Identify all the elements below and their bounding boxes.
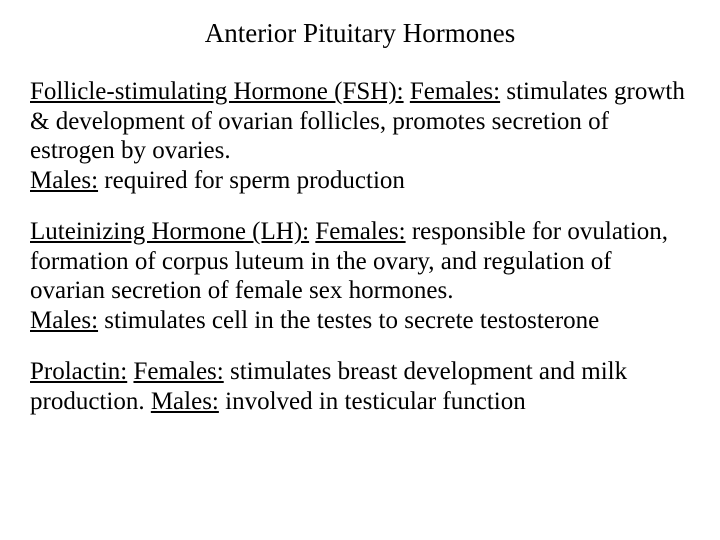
prolactin-males-label: Males: (151, 388, 219, 415)
prolactin-males-text: involved in testicular function (219, 388, 526, 415)
fsh-females-label: Females: (410, 78, 500, 105)
section-prolactin: Prolactin: Females: stimulates breast de… (30, 357, 690, 416)
fsh-males-label: Males: (30, 167, 98, 194)
lh-males-label: Males: (30, 307, 98, 334)
prolactin-females-label: Females: (133, 358, 223, 385)
slide: Anterior Pituitary Hormones Follicle-sti… (0, 0, 720, 540)
lh-heading: Luteinizing Hormone (LH): (30, 218, 309, 245)
page-title: Anterior Pituitary Hormones (120, 18, 600, 49)
section-lh: Luteinizing Hormone (LH): Females: respo… (30, 217, 690, 335)
fsh-heading: Follicle-stimulating Hormone (FSH): (30, 78, 404, 105)
fsh-males-text: required for sperm production (98, 167, 405, 194)
lh-males-text: stimulates cell in the testes to secrete… (98, 307, 599, 334)
lh-females-label: Females: (315, 218, 405, 245)
section-fsh: Follicle-stimulating Hormone (FSH): Fema… (30, 77, 690, 195)
prolactin-heading: Prolactin: (30, 358, 127, 385)
